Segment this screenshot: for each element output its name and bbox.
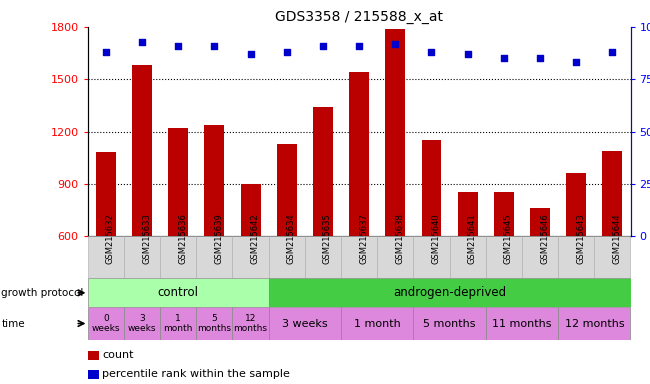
Text: GSM215639: GSM215639 [214,213,224,264]
Text: GSM215636: GSM215636 [178,213,187,264]
Bar [160,236,196,278]
Bar [268,307,341,340]
Bar [377,236,413,278]
Point [209,43,220,49]
Text: 12
months: 12 months [233,314,268,333]
Text: 1 month: 1 month [354,318,400,329]
Text: 5
months: 5 months [198,314,231,333]
Text: 3
weeks: 3 weeks [128,314,156,333]
Bar [385,29,405,236]
Bar [205,124,224,236]
Text: GSM215642: GSM215642 [251,213,259,263]
Text: 11 months: 11 months [492,318,552,329]
Bar [450,236,486,278]
Point [136,38,147,45]
Point [535,55,545,61]
Text: count: count [102,350,133,360]
Title: GDS3358 / 215588_x_at: GDS3358 / 215588_x_at [275,10,443,25]
Bar [594,236,630,278]
Text: GSM215632: GSM215632 [106,213,115,264]
Bar [305,236,341,278]
Bar [486,307,558,340]
Text: GSM215637: GSM215637 [359,213,368,264]
Text: GSM215641: GSM215641 [467,213,476,263]
Bar [349,72,369,236]
Bar [233,236,268,278]
Bar [132,65,152,236]
Bar [196,236,233,278]
Text: 12 months: 12 months [564,318,624,329]
Text: 5 months: 5 months [423,318,476,329]
Bar [124,236,160,278]
Bar [341,307,413,340]
Bar [160,307,196,340]
Bar [88,236,124,278]
Text: growth protocol: growth protocol [1,288,84,298]
Bar [313,107,333,236]
Bar [168,128,188,236]
Text: time: time [1,318,25,329]
Bar [603,151,622,236]
Text: 0
weeks: 0 weeks [92,314,120,333]
Point [281,49,292,55]
Text: 1
month: 1 month [164,314,193,333]
Text: GSM215638: GSM215638 [395,213,404,264]
Bar [124,307,160,340]
Text: GSM215646: GSM215646 [540,213,549,264]
Text: GSM215645: GSM215645 [504,213,513,263]
Bar [96,152,116,236]
Point [571,60,581,66]
Point [354,43,364,49]
Bar [566,174,586,236]
Text: GSM215635: GSM215635 [323,213,332,264]
Bar [413,307,486,340]
Bar [522,236,558,278]
Bar [88,278,268,307]
Bar [422,140,441,236]
Point [499,55,509,61]
Point [462,51,473,57]
Bar [494,192,514,236]
Text: GSM215644: GSM215644 [612,213,621,263]
Text: GSM215640: GSM215640 [432,213,441,263]
Bar [486,236,522,278]
Point [246,51,256,57]
Bar [268,278,630,307]
Bar [558,236,594,278]
Bar [277,144,296,236]
Text: control: control [158,286,199,299]
Bar [530,208,550,236]
Text: GSM215633: GSM215633 [142,213,151,264]
Text: percentile rank within the sample: percentile rank within the sample [102,369,290,379]
Bar [558,307,630,340]
Text: 3 weeks: 3 weeks [282,318,328,329]
Bar [233,307,268,340]
Point [607,49,618,55]
Text: GSM215634: GSM215634 [287,213,296,264]
Point [426,49,437,55]
Bar [240,184,261,236]
Bar [458,192,478,236]
Text: androgen-deprived: androgen-deprived [393,286,506,299]
Bar [196,307,233,340]
Bar [268,236,305,278]
Text: GSM215643: GSM215643 [576,213,585,264]
Point [101,49,111,55]
Bar [88,307,124,340]
Point [390,41,400,47]
Point [318,43,328,49]
Point [173,43,183,49]
Bar [413,236,450,278]
Bar [341,236,377,278]
